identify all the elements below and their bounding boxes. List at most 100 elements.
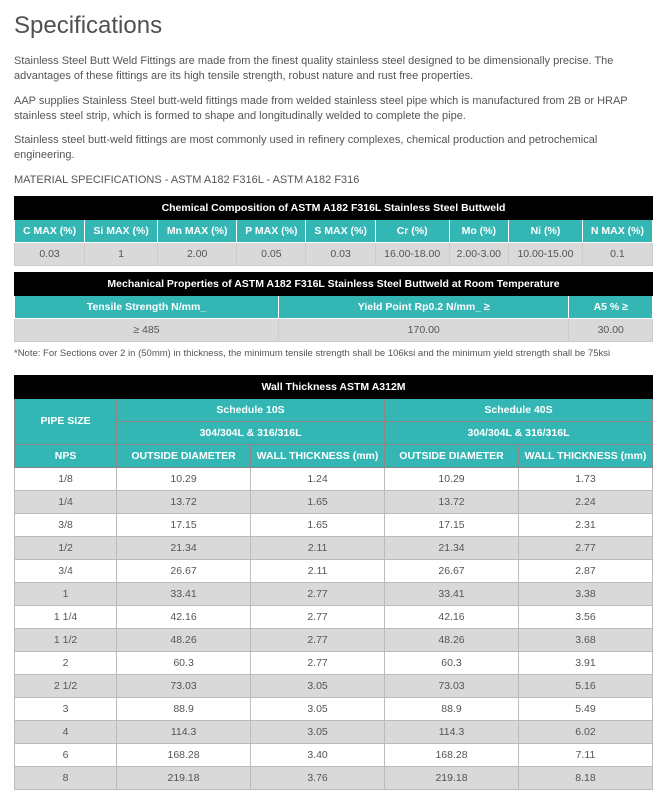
table-row: 1 1/248.262.7748.263.68 [15,628,653,651]
t3-cell: 3.05 [251,697,385,720]
t2-h2: A5 % ≥ [569,295,653,318]
t3-cell: 60.3 [117,651,251,674]
t3-cell: 1 1/4 [15,605,117,628]
t3-wt-b: WALL THICKNESS (mm) [518,444,652,467]
t3-cell: 1.24 [251,467,385,490]
t3-wt-a: WALL THICKNESS (mm) [251,444,385,467]
t3-cell: 5.49 [518,697,652,720]
t3-cell: 2.31 [518,513,652,536]
table-row: 2 1/273.033.0573.035.16 [15,674,653,697]
t3-cell: 219.18 [385,766,519,789]
t3-cell: 219.18 [117,766,251,789]
t3-cell: 88.9 [385,697,519,720]
t3-cell: 1.73 [518,467,652,490]
t1-header-1: Si MAX (%) [85,219,158,242]
t3-cell: 114.3 [117,720,251,743]
t3-cell: 8 [15,766,117,789]
t3-cell: 2.11 [251,536,385,559]
t3-cell: 21.34 [385,536,519,559]
t1-header-4: S MAX (%) [306,219,375,242]
t3-cell: 168.28 [385,743,519,766]
t3-cell: 2.77 [518,536,652,559]
table-row: 388.93.0588.95.49 [15,697,653,720]
t3-cell: 42.16 [117,605,251,628]
t3-cell: 13.72 [117,490,251,513]
t3-cell: 2.11 [251,559,385,582]
t3-cell: 13.72 [385,490,519,513]
t3-cell: 26.67 [385,559,519,582]
t3-cell: 8.18 [518,766,652,789]
t3-cell: 48.26 [117,628,251,651]
t3-cell: 2.77 [251,582,385,605]
t3-od-b: OUTSIDE DIAMETER [385,444,519,467]
t1-cell-4: 0.03 [306,242,375,265]
t3-cell: 3.76 [251,766,385,789]
t3-cell: 73.03 [117,674,251,697]
t3-cell: 17.15 [385,513,519,536]
table-row: 4114.33.05114.36.02 [15,720,653,743]
t3-cell: 5.16 [518,674,652,697]
t2-c1: 170.00 [278,318,569,341]
t3-od-a: OUTSIDE DIAMETER [117,444,251,467]
t3-cell: 73.03 [385,674,519,697]
t3-cell: 3.05 [251,720,385,743]
t3-cell: 48.26 [385,628,519,651]
t1-cell-2: 2.00 [158,242,237,265]
t3-nps: NPS [15,444,117,467]
table-row: 260.32.7760.33.91 [15,651,653,674]
t3-cell: 3/4 [15,559,117,582]
t3-cell: 3.38 [518,582,652,605]
t3-cell: 3.91 [518,651,652,674]
t1-header-5: Cr (%) [375,219,449,242]
t3-cell: 4 [15,720,117,743]
table-row: 8219.183.76219.188.18 [15,766,653,789]
chemical-composition-table: Chemical Composition of ASTM A182 F316L … [14,196,653,266]
t2-title: Mechanical Properties of ASTM A182 F316L… [15,272,653,295]
t3-cell: 2 1/2 [15,674,117,697]
t1-cell-1: 1 [85,242,158,265]
t3-cell: 88.9 [117,697,251,720]
t3-cell: 1/4 [15,490,117,513]
table-row: 133.412.7733.413.38 [15,582,653,605]
t1-header-0: C MAX (%) [15,219,85,242]
t1-cell-7: 10.00-15.00 [509,242,583,265]
t3-cell: 17.15 [117,513,251,536]
t3-title: Wall Thickness ASTM A312M [15,375,653,398]
t1-header-8: N MAX (%) [582,219,652,242]
t3-cell: 2 [15,651,117,674]
t3-cell: 2.77 [251,628,385,651]
intro-para-3: Stainless steel butt-weld fittings are m… [14,133,653,163]
t3-cell: 1 1/2 [15,628,117,651]
t3-cell: 1/2 [15,536,117,559]
t2-h1: Yield Point Rp0.2 N/mm_ ≥ [278,295,569,318]
t3-cell: 2.77 [251,605,385,628]
table-row: 1 1/442.162.7742.163.56 [15,605,653,628]
t3-cell: 2.87 [518,559,652,582]
intro-para-2: AAP supplies Stainless Steel butt-weld f… [14,94,653,124]
t3-cell: 7.11 [518,743,652,766]
t3-cell: 3/8 [15,513,117,536]
t1-cell-6: 2.00-3.00 [449,242,509,265]
t3-cell: 6 [15,743,117,766]
table-row: 1/221.342.1121.342.77 [15,536,653,559]
t3-cell: 60.3 [385,651,519,674]
t3-cell: 21.34 [117,536,251,559]
table-row: 1/413.721.6513.722.24 [15,490,653,513]
t3-cell: 6.02 [518,720,652,743]
t3-cell: 114.3 [385,720,519,743]
footnote: *Note: For Sections over 2 in (50mm) in … [14,348,653,361]
t2-h0: Tensile Strength N/mm_ [15,295,279,318]
t1-cell-8: 0.1 [582,242,652,265]
t3-grade-a: 304/304L & 316/316L [117,421,385,444]
t2-c2: 30.00 [569,318,653,341]
table-row: 3/817.151.6517.152.31 [15,513,653,536]
material-spec-line: MATERIAL SPECIFICATIONS - ASTM A182 F316… [14,173,653,188]
page-title: Specifications [14,12,653,40]
t1-cell-3: 0.05 [237,242,306,265]
t2-c0: ≥ 485 [15,318,279,341]
t3-cell: 3.56 [518,605,652,628]
t3-cell: 3 [15,697,117,720]
t3-cell: 10.29 [117,467,251,490]
t3-pipesize: PIPE SIZE [15,398,117,444]
t3-cell: 1 [15,582,117,605]
